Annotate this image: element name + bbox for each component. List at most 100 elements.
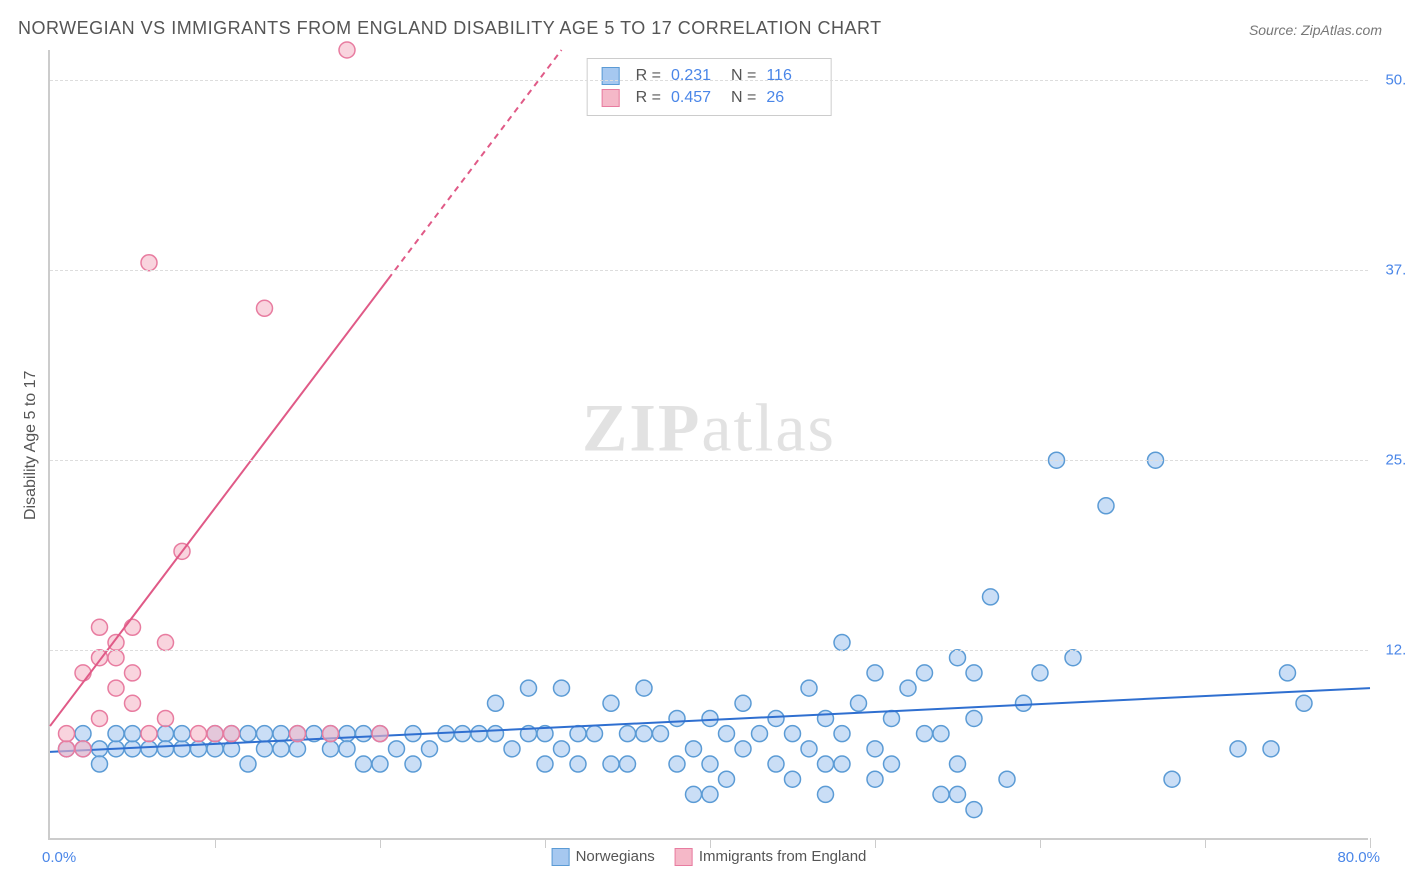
data-point (653, 726, 669, 742)
data-point (867, 665, 883, 681)
gridline (50, 80, 1368, 81)
data-point (983, 589, 999, 605)
y-axis-label: Disability Age 5 to 17 (22, 371, 40, 520)
data-point (917, 726, 933, 742)
data-point (884, 756, 900, 772)
trend-line (50, 279, 388, 726)
data-point (818, 786, 834, 802)
data-point (603, 695, 619, 711)
data-point (191, 726, 207, 742)
y-tick-label: 12.5% (1373, 642, 1406, 659)
source-attribution: Source: ZipAtlas.com (1249, 22, 1382, 38)
n-value: 26 (766, 89, 816, 107)
data-point (141, 255, 157, 271)
data-point (356, 756, 372, 772)
data-point (323, 726, 339, 742)
data-point (75, 665, 91, 681)
data-point (125, 726, 141, 742)
legend-label: Norwegians (576, 848, 655, 865)
data-point (1032, 665, 1048, 681)
data-point (158, 741, 174, 757)
data-point (59, 741, 75, 757)
data-point (719, 771, 735, 787)
data-point (768, 710, 784, 726)
data-point (669, 756, 685, 772)
data-point (273, 726, 289, 742)
data-point (785, 726, 801, 742)
r-label: R = (636, 89, 661, 107)
data-point (587, 726, 603, 742)
data-point (636, 726, 652, 742)
stats-row: R =0.231N =116 (602, 65, 817, 87)
data-point (966, 802, 982, 818)
data-point (900, 680, 916, 696)
data-point (207, 726, 223, 742)
r-value: 0.457 (671, 89, 721, 107)
data-point (141, 726, 157, 742)
data-point (669, 710, 685, 726)
legend-item: Immigrants from England (675, 848, 867, 866)
data-point (686, 786, 702, 802)
data-point (158, 726, 174, 742)
data-point (240, 726, 256, 742)
data-point (917, 665, 933, 681)
data-point (389, 741, 405, 757)
data-point (884, 710, 900, 726)
data-point (108, 726, 124, 742)
data-point (752, 726, 768, 742)
data-point (719, 726, 735, 742)
data-point (224, 726, 240, 742)
chart-title: NORWEGIAN VS IMMIGRANTS FROM ENGLAND DIS… (18, 18, 882, 39)
chart-plot-area: ZIPatlas R =0.231N =116R =0.457N =26 0.0… (48, 50, 1368, 840)
data-point (240, 756, 256, 772)
data-point (125, 695, 141, 711)
data-point (158, 710, 174, 726)
x-tick (545, 838, 546, 848)
data-point (1296, 695, 1312, 711)
trend-line (50, 688, 1370, 752)
data-point (818, 710, 834, 726)
data-point (92, 756, 108, 772)
data-point (620, 726, 636, 742)
data-point (554, 741, 570, 757)
n-label: N = (731, 67, 756, 85)
data-point (636, 680, 652, 696)
x-tick (710, 838, 711, 848)
trend-line-dashed (388, 50, 561, 279)
data-point (339, 741, 355, 757)
legend-swatch (602, 67, 620, 85)
data-point (372, 726, 388, 742)
data-point (422, 741, 438, 757)
x-tick (1040, 838, 1041, 848)
data-point (768, 756, 784, 772)
stats-legend-box: R =0.231N =116 R = 0.457 N = 26 (587, 58, 832, 116)
data-point (1016, 695, 1032, 711)
data-point (1065, 650, 1081, 666)
data-point (488, 726, 504, 742)
legend-swatch (602, 89, 620, 107)
data-point (323, 741, 339, 757)
data-point (471, 726, 487, 742)
gridline (50, 460, 1368, 461)
data-point (966, 665, 982, 681)
data-point (158, 635, 174, 651)
stats-row: R =0.457N =26 (602, 87, 817, 109)
data-point (504, 741, 520, 757)
data-point (75, 726, 91, 742)
data-point (290, 741, 306, 757)
y-tick-label: 50.0% (1373, 72, 1406, 89)
data-point (290, 726, 306, 742)
x-tick (1205, 838, 1206, 848)
data-point (521, 680, 537, 696)
data-point (1263, 741, 1279, 757)
data-point (966, 710, 982, 726)
data-point (570, 726, 586, 742)
x-tick (1370, 838, 1371, 848)
data-point (125, 619, 141, 635)
data-point (834, 756, 850, 772)
data-point (735, 741, 751, 757)
data-point (1164, 771, 1180, 787)
data-point (933, 786, 949, 802)
scatter-svg (50, 50, 1368, 838)
data-point (108, 635, 124, 651)
